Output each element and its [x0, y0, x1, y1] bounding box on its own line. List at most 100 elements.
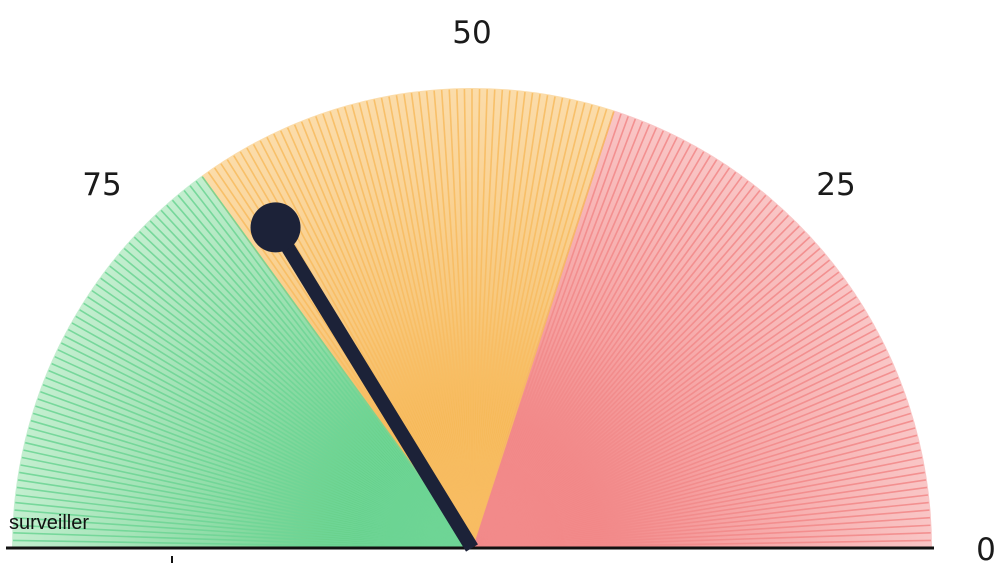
gauge-stripe: [171, 199, 473, 549]
gauge-stripe: [471, 349, 887, 549]
gauge-stripe: [471, 140, 685, 549]
gauge-stripe: [113, 259, 473, 549]
gauge-stripe: [64, 335, 473, 549]
gauge-stripe: [471, 315, 869, 549]
gauge-stripe: [471, 96, 556, 549]
gauge-stripe: [322, 113, 473, 549]
gauge-stripe: [109, 265, 473, 549]
gauge-stripe: [13, 516, 473, 549]
gauge-stripe: [471, 185, 755, 549]
gauge-stripe: [87, 296, 473, 549]
gauge-stripe: [471, 89, 504, 549]
gauge-stripe: [471, 130, 665, 549]
gauge-stripe: [471, 155, 711, 549]
gauge-stripe: [351, 104, 473, 549]
gauge-stripe: [286, 127, 473, 549]
gauge-stripe: [329, 111, 473, 549]
gauge-band-2: [201, 88, 615, 548]
gauge-stripe: [471, 209, 784, 549]
gauge-stripe: [118, 253, 473, 549]
gauge-stripe: [28, 427, 473, 549]
gauge-stripe: [16, 486, 473, 549]
gauge-stripe: [471, 289, 853, 549]
gauge-stripe: [471, 189, 761, 549]
gauge-stripe: [95, 283, 473, 549]
gauge-stripe: [471, 362, 893, 549]
gauge-stripe: [471, 113, 622, 549]
gauge-stripe: [471, 419, 914, 549]
gauge-stripe: [471, 369, 896, 549]
gauge-stripe: [91, 289, 473, 549]
gauge-stripe: [471, 151, 705, 549]
gauge-stripe: [471, 342, 884, 549]
gauge-stripe: [45, 376, 473, 549]
gauge-stripe: [471, 501, 929, 549]
gauge-stripe: [471, 159, 718, 549]
gauge-stripe: [471, 194, 767, 549]
gauge-stripe: [57, 349, 473, 549]
gauge-stripe: [40, 391, 473, 549]
gauge-stripe: [448, 89, 473, 549]
gauge-stripe: [456, 89, 473, 549]
gauge-stripe: [300, 121, 473, 549]
gauge-stripe: [160, 209, 473, 549]
gauge-stripe: [471, 509, 930, 549]
gauge-stripe: [471, 95, 549, 549]
gauge-stripe: [471, 265, 835, 549]
gauge-stripe: [471, 236, 811, 549]
gauge-stripe: [155, 214, 473, 549]
gauge-stripe: [128, 242, 473, 549]
gauge-stripe: [471, 283, 849, 549]
gauge-stripe: [471, 231, 806, 549]
gauge-stripe: [471, 456, 923, 549]
gauge-stripe: [343, 106, 473, 549]
gauge-stripe: [365, 101, 473, 549]
gauge-stripe: [336, 108, 473, 549]
gauge-stripe: [471, 277, 844, 549]
gauge-stripe: [48, 369, 473, 549]
gauge-stripe: [79, 309, 473, 549]
gauge-stripe: [195, 180, 473, 549]
gauge-stripe: [471, 309, 865, 549]
gauge-stripe: [463, 89, 473, 549]
gauge-stripe: [471, 92, 534, 549]
gauge-stripe: [471, 322, 873, 549]
gauge-stripe: [471, 127, 658, 549]
gauge-stripe: [440, 89, 473, 549]
gauge-stripe: [471, 271, 840, 549]
gauge-stripe: [471, 89, 488, 549]
gauge-stripe: [471, 133, 671, 549]
gauge-stripe: [315, 116, 473, 549]
gauge-stripe: [471, 106, 601, 549]
gauge-stripe: [138, 231, 473, 549]
gauge-stripe: [104, 271, 473, 549]
gauge-stripe: [471, 214, 789, 549]
gauge-stripe: [471, 147, 698, 549]
gauge-stripe: [471, 121, 644, 549]
gauge-stripe: [21, 456, 473, 549]
gauge-needle-knob: [250, 202, 301, 253]
gauge-stripe: [395, 95, 473, 549]
gauge-stripe: [471, 104, 593, 549]
gauge-stripe: [471, 91, 526, 549]
gauge-stripe: [471, 355, 890, 549]
gauge-stripe: [418, 91, 473, 549]
gauge-stripe: [32, 412, 473, 549]
gauge-stripe: [42, 383, 473, 549]
gauge-stripe: [471, 143, 692, 549]
gauge-stripe: [144, 225, 473, 549]
gauge-stripe: [471, 524, 931, 549]
gauge-stripe: [433, 90, 473, 549]
baseline-marker: [171, 556, 173, 563]
gauge-stripe: [23, 449, 473, 549]
gauge-stripe: [471, 242, 816, 549]
gauge-stripe: [471, 93, 541, 549]
gauge-stripe: [123, 247, 473, 549]
gauge-stripe: [100, 277, 473, 549]
gauge-stripe: [471, 296, 857, 549]
gauge-stripe: [471, 180, 749, 549]
gauge-stripe: [183, 189, 473, 549]
gauge-stripe: [471, 486, 928, 549]
gauge-stripe: [13, 524, 473, 549]
